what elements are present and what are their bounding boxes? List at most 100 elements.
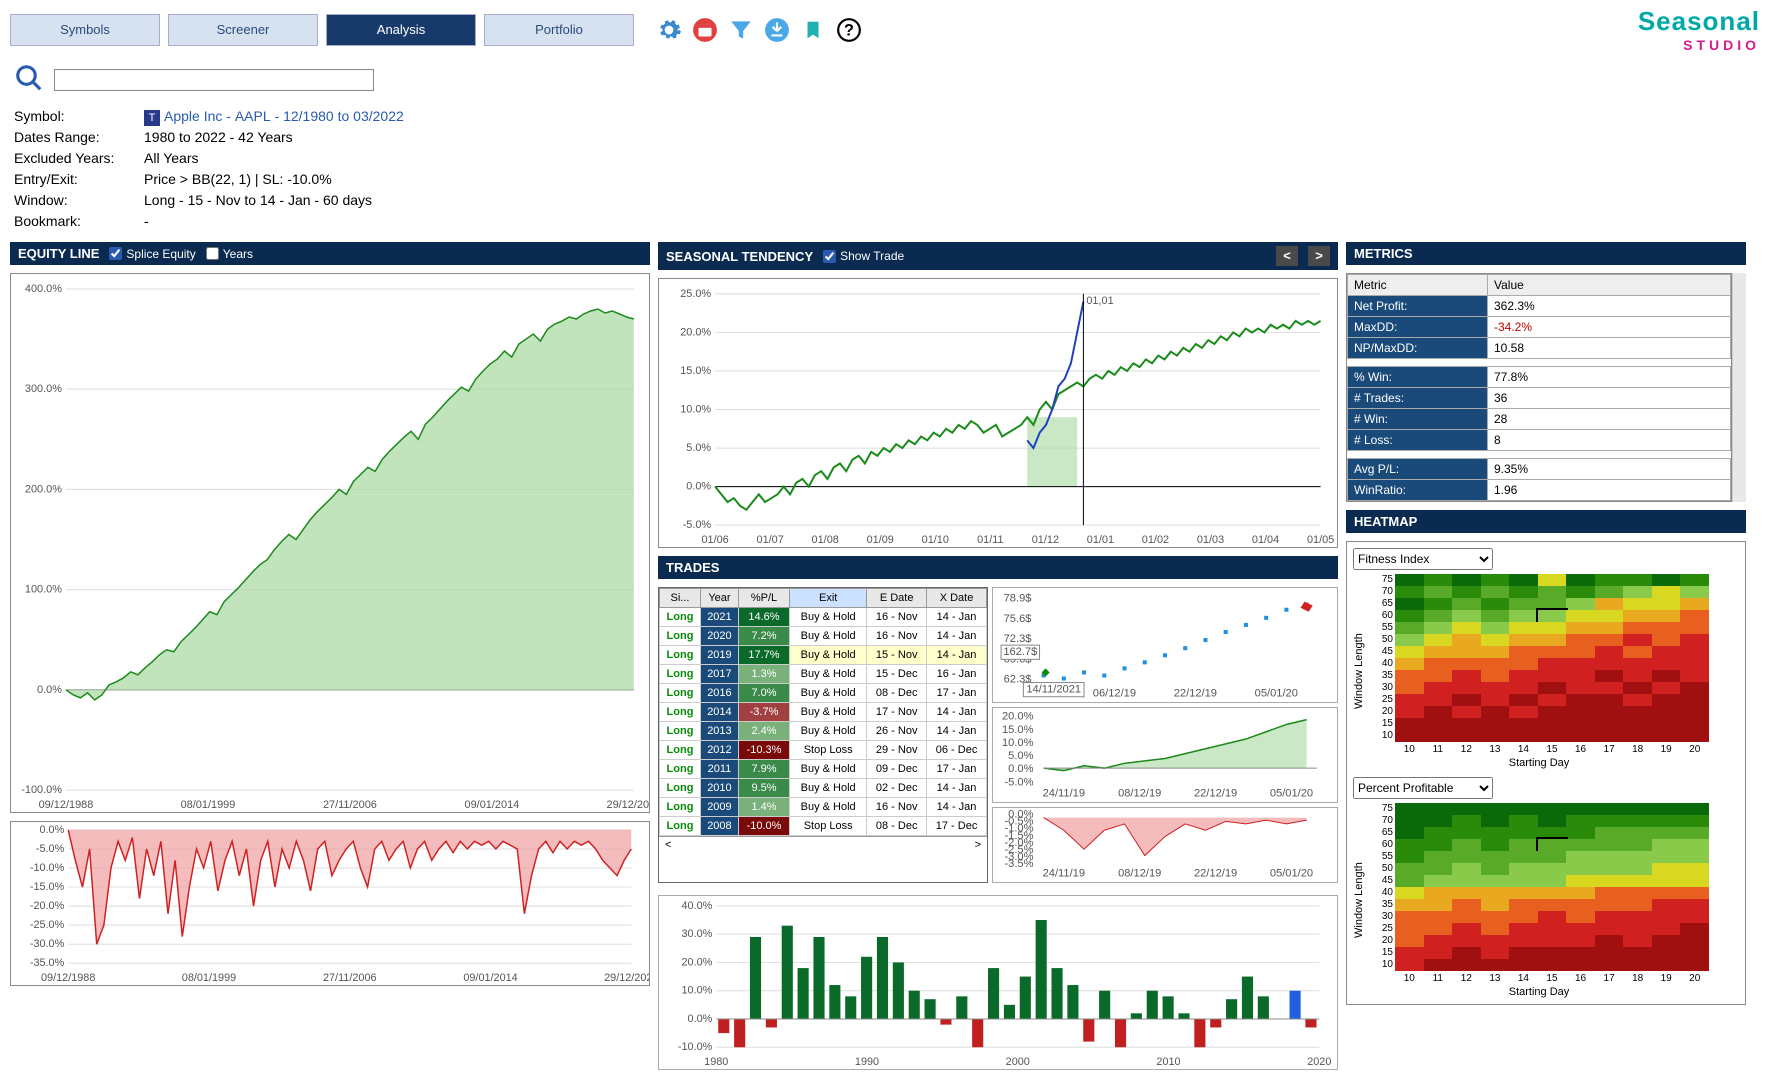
heatmap-2[interactable]: 7570656055504540353025201510 [1369,803,1709,971]
svg-text:05/01/20: 05/01/20 [1255,688,1298,700]
cb-splice[interactable]: Splice Equity [109,247,195,261]
mini-price-chart[interactable]: 78.9$75.6$72.3$65.6$62.3$162.7$14/11/202… [992,587,1338,703]
seasonal-header: SEASONAL TENDENCY Show Trade < > [658,242,1338,270]
svg-text:01/09: 01/09 [867,534,894,546]
svg-text:?: ? [844,21,854,39]
trades-panel: Si...Year%P/LExit E Date X Date Long 202… [658,587,1338,883]
heatmap-select-1[interactable]: Fitness Index [1353,548,1493,570]
svg-text:06/12/19: 06/12/19 [1093,688,1136,700]
bookmark-icon[interactable] [798,15,828,45]
nav-portfolio[interactable]: Portfolio [484,14,634,46]
cb-years[interactable]: Years [206,247,253,261]
metric-row: % Win:77.8% [1348,367,1731,388]
cb-show-trade[interactable]: Show Trade [823,249,904,263]
svg-text:22/12/19: 22/12/19 [1194,868,1237,880]
svg-text:01/04: 01/04 [1252,534,1279,546]
svg-text:22/12/19: 22/12/19 [1174,688,1217,700]
nav-symbols[interactable]: Symbols [10,14,160,46]
svg-text:0.0%: 0.0% [686,481,711,493]
table-row[interactable]: Long 2010 9.5% Buy & Hold 02 - Dec 14 - … [660,779,987,798]
table-row[interactable]: Long 2019 17.7% Buy & Hold 15 - Nov 14 -… [660,646,987,665]
svg-text:22/12/19: 22/12/19 [1194,788,1237,800]
equity-chart[interactable]: -100.0%0.0%100.0%200.0%300.0%400.0%09/12… [10,273,650,813]
seasonal-prev[interactable]: < [1276,246,1298,266]
filter-icon[interactable] [726,15,756,45]
svg-text:08/12/19: 08/12/19 [1118,788,1161,800]
logo: Seasonal STUDIO [1638,6,1760,53]
svg-text:75.6$: 75.6$ [1004,613,1032,625]
svg-text:300.0%: 300.0% [25,383,62,395]
trades-table[interactable]: Si...Year%P/LExit E Date X Date Long 202… [658,587,988,883]
table-row[interactable]: Long 2021 14.6% Buy & Hold 16 - Nov 14 -… [660,608,987,627]
val-excluded: All Years [144,148,198,169]
lbl-entry: Entry/Exit: [14,169,144,190]
table-row[interactable]: Long 2020 7.2% Buy & Hold 16 - Nov 14 - … [660,627,987,646]
nav-screener[interactable]: Screener [168,14,318,46]
svg-text:-25.0%: -25.0% [30,919,65,931]
table-row[interactable]: Long 2011 7.9% Buy & Hold 09 - Dec 17 - … [660,760,987,779]
main-content: EQUITY LINE Splice Equity Years -100.0%0… [0,242,1790,1080]
hm2-xlabel: Starting Day [1369,986,1709,998]
val-window: Long - 15 - Nov to 14 - Jan - 60 days [144,190,372,211]
table-row[interactable]: Long 2008 -10.0% Stop Loss 08 - Dec 17 -… [660,817,987,836]
metric-row: Avg P/L:9.35% [1348,459,1731,480]
seasonal-next[interactable]: > [1308,246,1330,266]
help-icon[interactable]: ? [834,15,864,45]
drawdown-chart[interactable]: 0.0%-5.0%-10.0%-15.0%-20.0%-25.0%-30.0%-… [10,821,650,986]
nav-analysis[interactable]: Analysis [326,14,476,46]
trades-scroll-right[interactable]: > [969,837,987,853]
yearly-chart[interactable]: -10.0%0.0%10.0%20.0%30.0%40.0%1980199020… [658,895,1338,1070]
heatmap-1[interactable]: 7570656055504540353025201510 [1369,574,1709,742]
equity-header: EQUITY LINE Splice Equity Years [10,242,650,265]
svg-text:20.0%: 20.0% [682,957,713,969]
mini-return-chart[interactable]: 20.0%15.0%10.0%5.0%0.0%-5.0%24/11/1908/1… [992,707,1338,803]
svg-text:15.0%: 15.0% [680,365,711,377]
table-row[interactable]: Long 2012 -10.3% Stop Loss 29 - Nov 06 -… [660,741,987,760]
search-icon[interactable] [14,63,44,96]
val-entry: Price > BB(22, 1) | SL: -10.0% [144,169,332,190]
svg-text:-35.0%: -35.0% [30,957,65,969]
val-dates: 1980 to 2022 - 42 Years [144,127,293,148]
svg-text:15.0%: 15.0% [1002,724,1034,736]
svg-text:0.0%: 0.0% [688,1013,713,1025]
svg-text:05/01/20: 05/01/20 [1270,788,1313,800]
table-row[interactable]: Long 2014 -3.7% Buy & Hold 17 - Nov 14 -… [660,703,987,722]
seasonal-chart[interactable]: -5.0%0.0%5.0%10.0%15.0%20.0%25.0%01,0101… [658,278,1338,548]
table-row[interactable]: Long 2017 1.3% Buy & Hold 15 - Dec 16 - … [660,665,987,684]
search-input[interactable] [54,69,374,91]
download-icon[interactable] [762,15,792,45]
seasonal-title: SEASONAL TENDENCY [666,249,813,264]
svg-text:05/01/20: 05/01/20 [1270,868,1313,880]
trades-scroll-left[interactable]: < [659,837,677,853]
table-row[interactable]: Long 2016 7.0% Buy & Hold 08 - Dec 17 - … [660,684,987,703]
svg-text:2000: 2000 [1006,1056,1030,1068]
svg-text:08/01/1999: 08/01/1999 [182,972,236,984]
metrics-scrollbar[interactable] [1732,273,1746,502]
svg-text:27/11/2006: 27/11/2006 [323,972,377,984]
svg-text:0.0%: 0.0% [39,824,64,836]
symbol-link[interactable]: Apple Inc - AAPL - 12/1980 to 03/2022 [164,108,404,124]
top-bar: SymbolsScreenerAnalysisPortfolio ? Seaso… [0,0,1790,59]
svg-text:20.0%: 20.0% [1002,711,1034,723]
gear-icon[interactable] [654,15,684,45]
svg-text:20.0%: 20.0% [680,326,711,338]
svg-text:1980: 1980 [704,1056,728,1068]
table-row[interactable]: Long 2009 1.4% Buy & Hold 16 - Nov 14 - … [660,798,987,817]
hm2-ylabel: Window Length [1353,803,1365,998]
svg-text:08/01/1999: 08/01/1999 [181,799,236,811]
heatmap-select-2[interactable]: Percent Profitable [1353,777,1493,799]
svg-text:01/01: 01/01 [1087,534,1114,546]
metric-row: WinRatio:1.96 [1348,480,1731,501]
calendar-icon[interactable] [690,15,720,45]
heatmap-title: HEATMAP [1354,514,1417,529]
mini-dd-chart[interactable]: 0.0%-0.5%-1.0%-1.5%-2.0%-2.5%-3.0%-3.5%2… [992,807,1338,883]
svg-text:01/05: 01/05 [1307,534,1334,546]
lbl-excluded: Excluded Years: [14,148,144,169]
svg-text:-10.0%: -10.0% [678,1041,713,1053]
svg-text:01,01: 01,01 [1086,295,1113,307]
svg-text:5.0%: 5.0% [1008,750,1033,762]
table-row[interactable]: Long 2013 2.4% Buy & Hold 26 - Nov 14 - … [660,722,987,741]
svg-text:40.0%: 40.0% [682,900,713,912]
svg-text:-3.5%: -3.5% [1004,858,1033,870]
svg-text:29/12/2021: 29/12/2021 [604,972,649,984]
